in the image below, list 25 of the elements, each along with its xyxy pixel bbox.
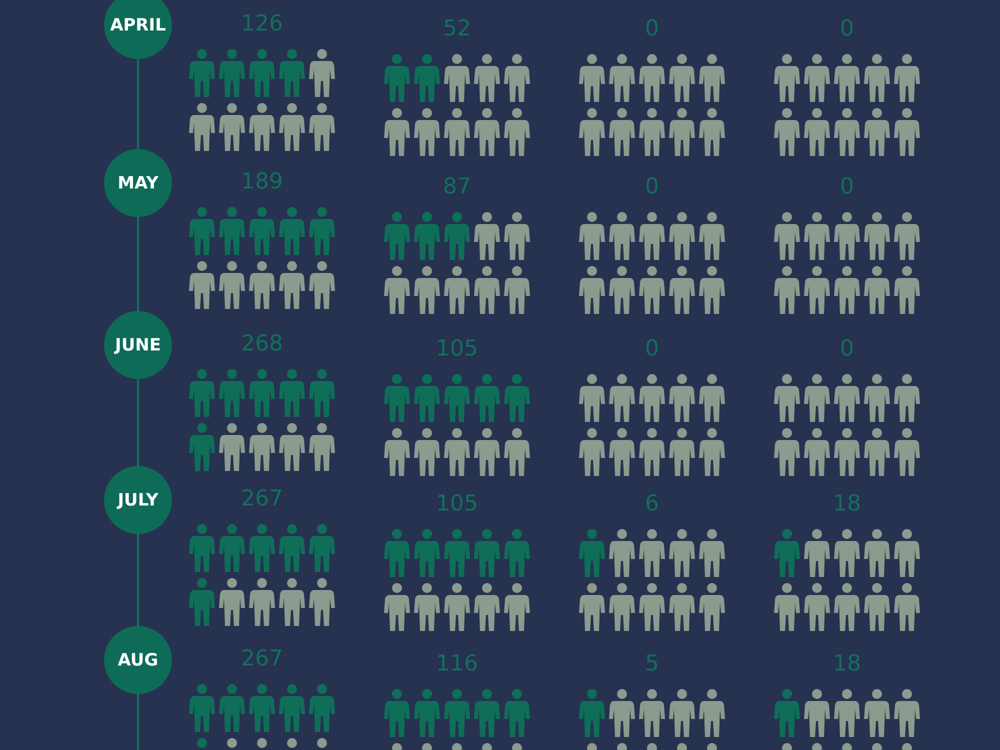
category-label: AUG (118, 650, 158, 670)
category-label: JULY (116, 490, 159, 510)
data-label: 0 (840, 174, 854, 200)
data-label: 0 (645, 16, 659, 42)
category-label: MAY (118, 173, 160, 194)
data-label: 105 (436, 492, 478, 517)
data-label: 5 (645, 652, 659, 677)
data-label: 0 (645, 336, 659, 362)
data-label: 116 (436, 652, 478, 677)
data-label: 0 (645, 174, 659, 200)
data-label: 126 (241, 12, 283, 37)
data-label: 267 (241, 486, 283, 512)
data-label: 268 (241, 332, 283, 357)
data-label: 267 (241, 646, 283, 672)
data-label: 52 (443, 16, 471, 42)
category-label: APRIL (110, 15, 166, 36)
category-label: JUNE (114, 335, 161, 356)
data-label: 105 (436, 336, 478, 362)
data-label: 18 (833, 492, 861, 517)
data-label: 0 (840, 16, 854, 42)
data-label: 18 (833, 652, 861, 677)
data-label: 6 (645, 492, 659, 517)
data-label: 0 (840, 336, 854, 362)
data-label: 87 (443, 174, 471, 200)
data-label: 189 (241, 170, 283, 195)
